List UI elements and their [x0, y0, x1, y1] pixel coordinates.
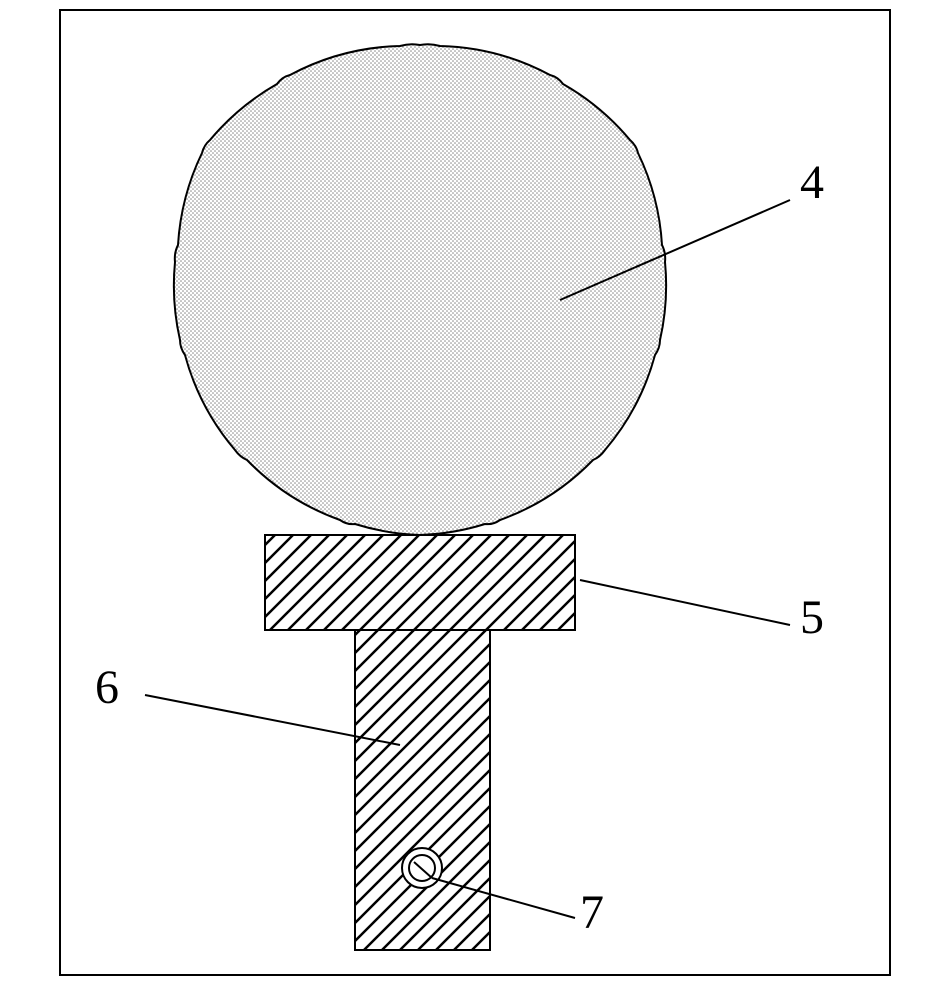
sphere-part-4: [174, 44, 666, 535]
label-6: 6: [95, 660, 119, 715]
stem-part-6: [355, 630, 490, 950]
label-4: 4: [800, 155, 824, 210]
label-5: 5: [800, 590, 824, 645]
label-7: 7: [580, 885, 604, 940]
platform-part-5: [265, 535, 575, 630]
leader-5: [580, 580, 790, 625]
